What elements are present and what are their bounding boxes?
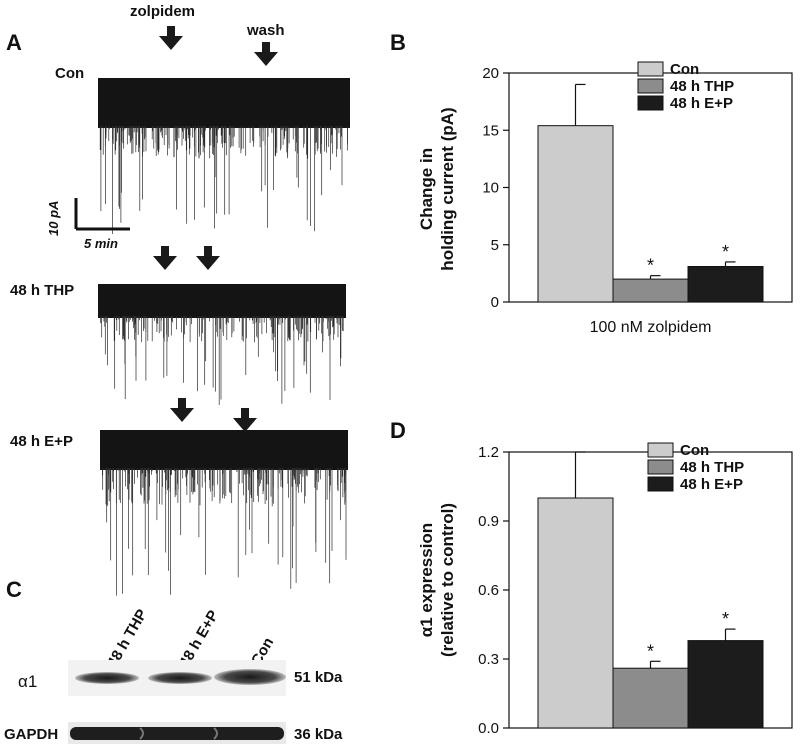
legend-swatch bbox=[647, 476, 674, 492]
y-tick-label: 0 bbox=[491, 294, 499, 311]
arrow-down-icon bbox=[196, 246, 220, 270]
arrow-down-icon bbox=[153, 246, 177, 270]
zolpidem-label: zolpidem bbox=[130, 3, 196, 20]
legend-label: 48 h THP bbox=[670, 78, 734, 95]
bar-ep bbox=[687, 266, 764, 303]
trace-label-con: Con bbox=[55, 65, 85, 82]
legend-swatch bbox=[647, 442, 674, 458]
row-label-gapdh: GAPDH bbox=[4, 726, 59, 743]
size-label-36kda: 36 kDa bbox=[294, 726, 343, 743]
legend-label: Con bbox=[670, 61, 699, 78]
arrow-down-icon bbox=[159, 26, 183, 50]
legend-label: Con bbox=[680, 442, 709, 459]
y-axis-label: Change in holding current (pA) bbox=[417, 107, 457, 270]
y-tick-label: 5 bbox=[491, 237, 499, 254]
blot-band-alpha1-ep bbox=[148, 672, 212, 684]
arrow-down-icon bbox=[170, 398, 194, 422]
trace-label-thp: 48 h THP bbox=[10, 282, 75, 299]
y-tick-label: 0.6 bbox=[478, 582, 499, 599]
svg-text:α1 expression: α1 expression bbox=[417, 523, 436, 637]
y-tick-label: 0.3 bbox=[478, 651, 499, 668]
significance-marker: * bbox=[722, 242, 729, 262]
trace-con bbox=[98, 78, 350, 234]
panel-label-c: C bbox=[6, 577, 22, 602]
legend-label: 48 h THP bbox=[680, 459, 744, 476]
svg-text:(relative to control): (relative to control) bbox=[438, 503, 457, 657]
arrow-down-icon bbox=[233, 408, 257, 432]
legend-swatch bbox=[647, 459, 674, 475]
panel-label-b: B bbox=[390, 30, 406, 55]
legend-label: 48 h E+P bbox=[680, 476, 743, 493]
bar-ep bbox=[687, 640, 764, 729]
x-axis-label: 100 nM zolpidem bbox=[590, 319, 712, 336]
panel-label-d: D bbox=[390, 418, 406, 443]
blot-band-alpha1-con bbox=[214, 669, 286, 685]
row-label-alpha1: α1 bbox=[18, 672, 38, 691]
legend-swatch bbox=[637, 95, 664, 111]
size-label-51kda: 51 kDa bbox=[294, 669, 343, 686]
y-tick-label: 0.9 bbox=[478, 513, 499, 530]
scale-x-label: 5 min bbox=[84, 236, 118, 251]
y-tick-label: 10 bbox=[482, 180, 499, 197]
panel-label-a: A bbox=[6, 30, 22, 55]
trace-label-ep: 48 h E+P bbox=[10, 433, 73, 450]
y-axis-label: α1 expression (relative to control) bbox=[417, 503, 457, 657]
y-tick-label: 20 bbox=[482, 65, 499, 82]
y-tick-label: 1.2 bbox=[478, 444, 499, 461]
legend-swatch bbox=[637, 61, 664, 77]
y-tick-label: 0.0 bbox=[478, 720, 499, 737]
significance-marker: * bbox=[722, 609, 729, 629]
arrow-down-icon bbox=[254, 42, 278, 66]
svg-text:holding current (pA): holding current (pA) bbox=[438, 107, 457, 270]
bar-con bbox=[537, 125, 614, 303]
trace-thp bbox=[98, 284, 346, 405]
y-tick-label: 15 bbox=[482, 122, 499, 139]
trace-ep bbox=[100, 430, 348, 596]
bar-thp bbox=[612, 667, 689, 729]
svg-text:Change in: Change in bbox=[417, 148, 436, 230]
blot-band-alpha1-thp bbox=[75, 672, 139, 684]
scale-bar bbox=[74, 198, 130, 231]
blot-band-gapdh bbox=[70, 727, 284, 740]
legend-swatch bbox=[637, 78, 664, 94]
wash-label: wash bbox=[247, 22, 285, 39]
bar-con bbox=[537, 497, 614, 729]
significance-marker: * bbox=[647, 641, 654, 661]
significance-marker: * bbox=[647, 256, 654, 276]
legend-label: 48 h E+P bbox=[670, 95, 733, 112]
